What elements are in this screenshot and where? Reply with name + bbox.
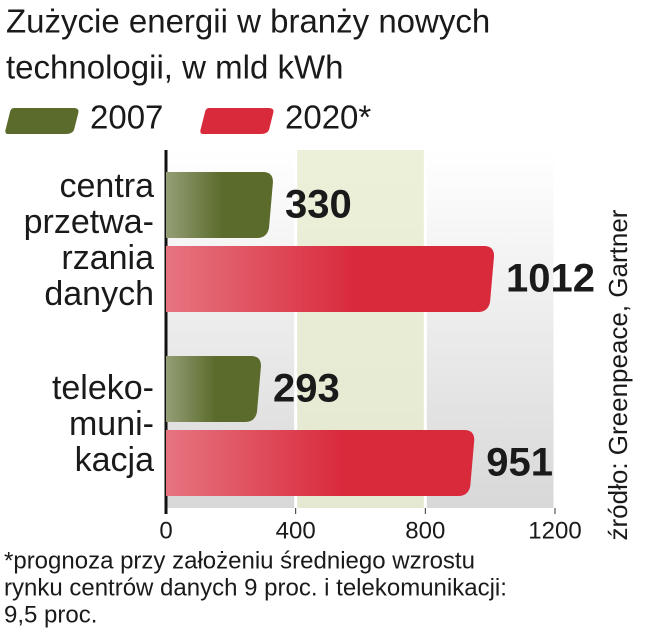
category-label: centra [60,167,155,205]
bar-sheen [166,172,261,238]
footnote: rynku centrów danych 9 proc. i telekomun… [4,574,507,601]
legend-label: 2020* [285,99,371,136]
x-tick-label: 800 [405,517,445,544]
x-tick-label: 1200 [528,517,581,544]
bar-sheen [166,356,249,422]
category-label: teleko- [52,369,154,407]
bar-sheen [166,430,463,496]
footnote: 9,5 proc. [4,601,97,628]
bar-sheen [166,246,483,312]
x-tick-label: 400 [276,517,316,544]
legend-swatch [200,108,274,134]
chart-title: Zużycie energii w branży nowych [6,3,490,40]
legend-label: 2007 [90,99,163,136]
value-label: 951 [486,441,553,485]
value-label: 293 [273,367,340,411]
category-label: danych [44,275,154,313]
x-tick-label: 0 [159,517,172,544]
category-label: przetwa- [24,203,154,241]
legend-swatch [5,108,79,134]
source: źródło: Greenpeace, Gartner [603,209,633,540]
footnote: *prognoza przy założeniu średniego wzros… [4,547,475,574]
category-label: muni- [69,405,154,443]
value-label: 330 [285,183,352,227]
value-label: 1012 [506,257,595,301]
category-label: rzania [61,239,154,277]
category-label: kacja [75,441,154,479]
chart-title: technologii, w mld kWh [6,49,343,86]
